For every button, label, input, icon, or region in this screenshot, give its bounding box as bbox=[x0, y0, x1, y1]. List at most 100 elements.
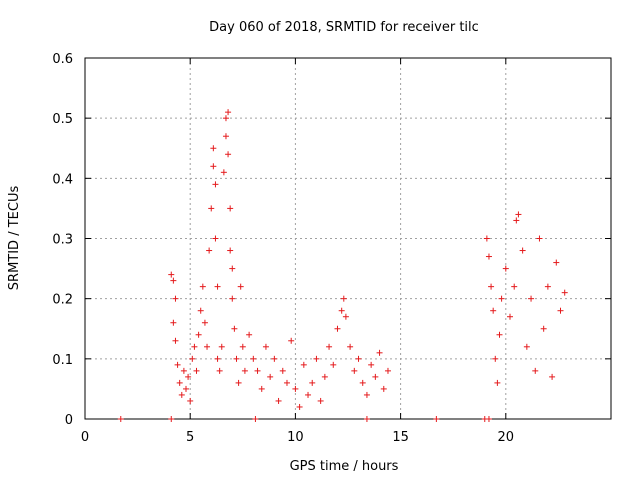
data-point bbox=[229, 265, 236, 272]
data-point bbox=[376, 349, 383, 356]
data-point bbox=[355, 355, 362, 362]
data-point bbox=[201, 319, 208, 326]
x-tick-label: 20 bbox=[498, 430, 515, 445]
data-point bbox=[561, 289, 568, 296]
data-point bbox=[231, 325, 238, 332]
data-point bbox=[372, 373, 379, 380]
data-point bbox=[544, 283, 551, 290]
data-point bbox=[309, 379, 316, 386]
data-point bbox=[340, 295, 347, 302]
data-point bbox=[540, 325, 547, 332]
data-point bbox=[170, 277, 177, 284]
data-point bbox=[313, 355, 320, 362]
data-point bbox=[528, 295, 535, 302]
data-point bbox=[262, 343, 269, 350]
data-point bbox=[330, 361, 337, 368]
y-tick-label: 0.2 bbox=[52, 293, 73, 308]
data-point bbox=[237, 283, 244, 290]
data-point bbox=[342, 313, 349, 320]
data-point bbox=[532, 367, 539, 374]
x-axis: 0 5 10 15 20 bbox=[81, 58, 514, 445]
data-point bbox=[239, 343, 246, 350]
data-point bbox=[300, 361, 307, 368]
x-axis-label: GPS time / hours bbox=[290, 459, 399, 474]
data-point bbox=[168, 271, 175, 278]
data-point bbox=[212, 235, 219, 242]
data-point bbox=[195, 331, 202, 338]
y-tick-label: 0.4 bbox=[52, 172, 73, 187]
data-point bbox=[218, 343, 225, 350]
data-point bbox=[488, 283, 495, 290]
data-point bbox=[326, 343, 333, 350]
y-axis-label: SRMTID / TECUs bbox=[7, 186, 22, 291]
data-point bbox=[351, 367, 358, 374]
data-point bbox=[359, 379, 366, 386]
data-point bbox=[197, 307, 204, 314]
data-point bbox=[296, 403, 303, 410]
data-point bbox=[271, 355, 278, 362]
data-point bbox=[227, 205, 234, 212]
data-point bbox=[180, 367, 187, 374]
x-tick-label: 15 bbox=[392, 430, 409, 445]
data-point bbox=[210, 145, 217, 152]
data-point bbox=[210, 163, 217, 170]
data-point bbox=[549, 373, 556, 380]
data-point bbox=[515, 211, 522, 218]
data-point bbox=[208, 205, 215, 212]
y-tick-label: 0.5 bbox=[52, 112, 73, 127]
y-axis: 0 0.1 0.2 0.3 0.4 0.5 0.6 bbox=[52, 52, 611, 428]
data-point bbox=[321, 373, 328, 380]
data-point bbox=[170, 319, 177, 326]
data-point bbox=[258, 385, 265, 392]
data-point bbox=[507, 313, 514, 320]
data-point bbox=[433, 416, 440, 422]
x-tick-label: 0 bbox=[81, 430, 89, 445]
data-point bbox=[305, 391, 312, 398]
data-point bbox=[252, 416, 259, 422]
data-point bbox=[536, 235, 543, 242]
data-point bbox=[557, 307, 564, 314]
data-point bbox=[174, 361, 181, 368]
y-tick-label: 0.6 bbox=[52, 52, 73, 67]
data-point bbox=[206, 247, 213, 254]
data-point bbox=[347, 343, 354, 350]
data-point bbox=[380, 385, 387, 392]
data-point bbox=[225, 109, 232, 116]
data-points bbox=[117, 109, 568, 422]
data-point bbox=[496, 331, 503, 338]
data-point bbox=[338, 307, 345, 314]
data-point bbox=[511, 283, 518, 290]
data-point bbox=[117, 416, 124, 422]
x-tick-label: 5 bbox=[186, 430, 194, 445]
data-point bbox=[334, 325, 341, 332]
data-point bbox=[279, 367, 286, 374]
data-point bbox=[214, 355, 221, 362]
data-point bbox=[288, 337, 295, 344]
data-point bbox=[502, 265, 509, 272]
data-point bbox=[384, 367, 391, 374]
data-point bbox=[212, 181, 219, 188]
data-point bbox=[225, 151, 232, 158]
data-point bbox=[220, 169, 227, 176]
data-point bbox=[189, 355, 196, 362]
data-point bbox=[191, 343, 198, 350]
plot-frame bbox=[84, 57, 612, 420]
data-point bbox=[275, 397, 282, 404]
data-point bbox=[241, 367, 248, 374]
data-point bbox=[235, 379, 242, 386]
x-tick-label: 10 bbox=[287, 430, 304, 445]
data-point bbox=[168, 416, 175, 422]
data-point bbox=[250, 355, 257, 362]
data-point bbox=[254, 367, 261, 374]
data-point bbox=[553, 259, 560, 266]
data-point bbox=[368, 361, 375, 368]
data-point bbox=[222, 115, 229, 122]
data-point bbox=[216, 367, 223, 374]
y-tick-label: 0.1 bbox=[52, 353, 73, 368]
data-point bbox=[523, 343, 530, 350]
data-point bbox=[178, 391, 185, 398]
data-point bbox=[490, 307, 497, 314]
data-point bbox=[172, 295, 179, 302]
data-point bbox=[214, 283, 221, 290]
